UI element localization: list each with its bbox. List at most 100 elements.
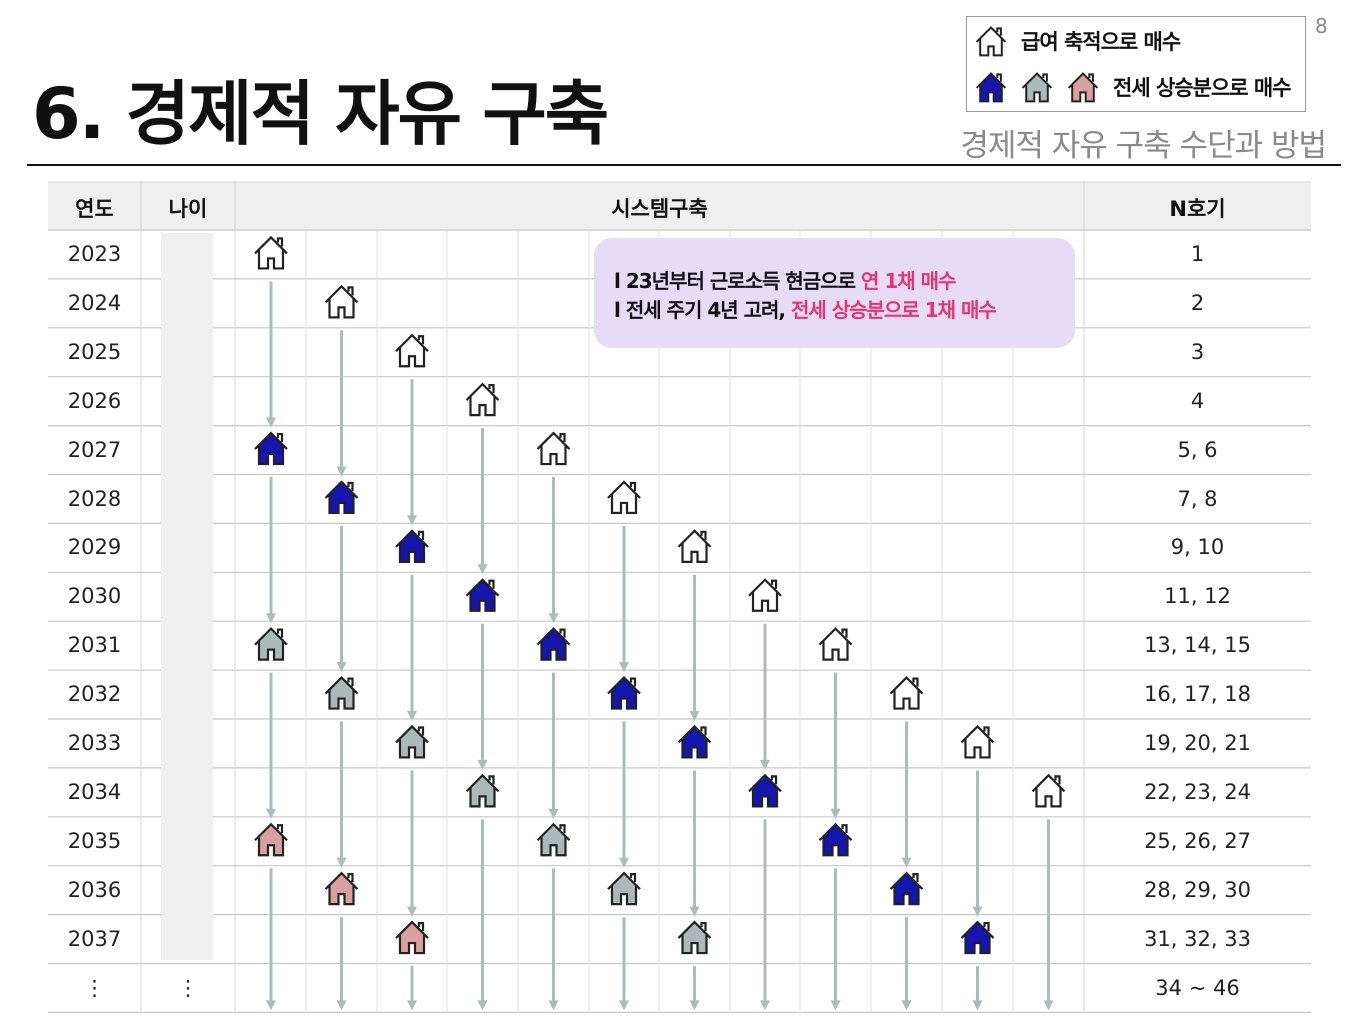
flow-arrows	[266, 281, 1054, 1011]
title-divider	[27, 164, 1341, 166]
notice-line-2-text: l 전세 주기 4년 고려,	[614, 298, 791, 322]
flow-arrowhead	[477, 1000, 488, 1011]
n-cell: 13, 14, 15	[1144, 633, 1251, 658]
header-n: N호기	[1169, 197, 1226, 221]
notice-line-2-highlight: 전세 상승분으로 1채 매수	[790, 298, 997, 322]
house-gray-icon	[254, 627, 288, 661]
flow-arrowhead	[548, 613, 559, 624]
house-pink-icon	[395, 920, 429, 955]
house-gray-icon	[324, 675, 359, 710]
year-cell: 2024	[67, 290, 122, 315]
flow-arrowhead	[477, 564, 488, 575]
n-cell: 7, 8	[1177, 486, 1218, 511]
year-cell: 2035	[67, 828, 122, 853]
n-cell: 4	[1190, 388, 1205, 413]
house-gray-icon	[395, 724, 429, 759]
house-outline-icon	[254, 235, 288, 270]
page-subtitle: 경제적 자유 구축 수단과 방법	[960, 128, 1327, 164]
house-blue-icon	[960, 920, 995, 955]
year-cell: 2037	[67, 926, 122, 951]
age-cell: ⋮	[177, 975, 199, 1000]
house-pink-icon	[324, 871, 359, 906]
page-title: 6. 경제적 자유 구축	[32, 73, 609, 155]
year-cell: 2026	[67, 388, 122, 413]
n-cell: 5, 6	[1177, 437, 1218, 462]
flow-arrowhead	[830, 808, 841, 819]
year-cell: 2030	[67, 584, 122, 609]
flow-arrowhead	[336, 466, 347, 477]
page-number: 8	[1315, 14, 1328, 38]
house-blue-icon	[254, 431, 288, 466]
flow-arrowhead	[407, 1000, 417, 1011]
header-year: 연도	[75, 197, 114, 221]
header-age: 나이	[168, 197, 208, 221]
house-gray-icon	[677, 920, 712, 955]
n-cell: 3	[1190, 339, 1205, 364]
n-cell: 16, 17, 18	[1144, 682, 1251, 707]
house-outline-icon	[960, 724, 995, 759]
year-cell: 2027	[67, 437, 122, 462]
flow-arrowhead	[1043, 1000, 1054, 1011]
flow-arrowhead	[407, 711, 417, 721]
n-cell: 31, 32, 33	[1144, 926, 1251, 951]
house-marks	[254, 235, 1066, 955]
flow-arrowhead	[689, 1000, 700, 1011]
house-outline-icon	[465, 382, 500, 417]
flow-arrowhead	[972, 1000, 983, 1011]
legend-label-salary: 급여 축적으로 매수	[1021, 30, 1181, 54]
house-gray-icon	[536, 822, 571, 857]
flow-arrowhead	[266, 417, 276, 428]
house-blue-icon	[677, 724, 712, 759]
house-blue-icon	[889, 871, 924, 906]
flow-arrowhead	[901, 1000, 912, 1011]
house-gray-icon	[1021, 72, 1053, 103]
flow-arrowhead	[407, 906, 417, 917]
house-outline-icon	[536, 431, 571, 466]
year-cell: 2025	[67, 339, 122, 364]
flow-arrowhead	[830, 1000, 841, 1011]
house-pink-icon	[254, 822, 288, 857]
n-cell: 25, 26, 27	[1144, 828, 1251, 853]
flow-arrowhead	[760, 1000, 770, 1011]
house-outline-icon	[607, 480, 641, 515]
house-blue-icon	[536, 627, 571, 661]
n-cell: 22, 23, 24	[1144, 779, 1251, 804]
flow-arrowhead	[336, 662, 347, 673]
flow-arrowhead	[619, 857, 629, 868]
flow-arrowhead	[266, 613, 276, 624]
year-cell: 2028	[67, 486, 122, 511]
age-column-shade	[161, 233, 213, 960]
house-outline-icon	[324, 284, 359, 319]
house-outline-icon	[975, 26, 1007, 57]
n-cell: 19, 20, 21	[1144, 731, 1251, 755]
house-gray-icon	[607, 871, 641, 906]
flow-arrowhead	[407, 515, 417, 526]
house-gray-icon	[465, 773, 500, 808]
flow-arrowhead	[477, 759, 488, 770]
year-cell: 2031	[67, 633, 122, 658]
year-cell: 2029	[67, 535, 122, 560]
n-cell: 11, 12	[1164, 584, 1231, 609]
house-blue-icon	[975, 72, 1007, 103]
notice-line-1: l 23년부터 근로소득 현금으로 연 1채 매수	[614, 265, 956, 294]
flow-arrowhead	[901, 857, 912, 868]
house-pink-icon	[1067, 72, 1099, 103]
flow-arrowhead	[266, 1000, 276, 1011]
flow-arrowhead	[548, 808, 559, 819]
year-cell: 2033	[67, 731, 122, 755]
flow-arrowhead	[689, 711, 700, 721]
house-outline-icon	[677, 529, 712, 563]
n-cell: 2	[1190, 290, 1205, 315]
house-outline-icon	[1031, 773, 1066, 808]
n-cell: 28, 29, 30	[1144, 877, 1251, 902]
n-cell: 34 ~ 46	[1155, 975, 1240, 1000]
table-lines	[48, 181, 1311, 1014]
year-cell: ⋮	[84, 975, 105, 1000]
table-header-bg	[48, 182, 1311, 230]
house-outline-icon	[748, 578, 782, 612]
year-cell: 2036	[67, 877, 122, 902]
flow-arrowhead	[619, 662, 629, 673]
flow-arrowhead	[972, 906, 983, 917]
year-cell: 2023	[67, 242, 122, 266]
